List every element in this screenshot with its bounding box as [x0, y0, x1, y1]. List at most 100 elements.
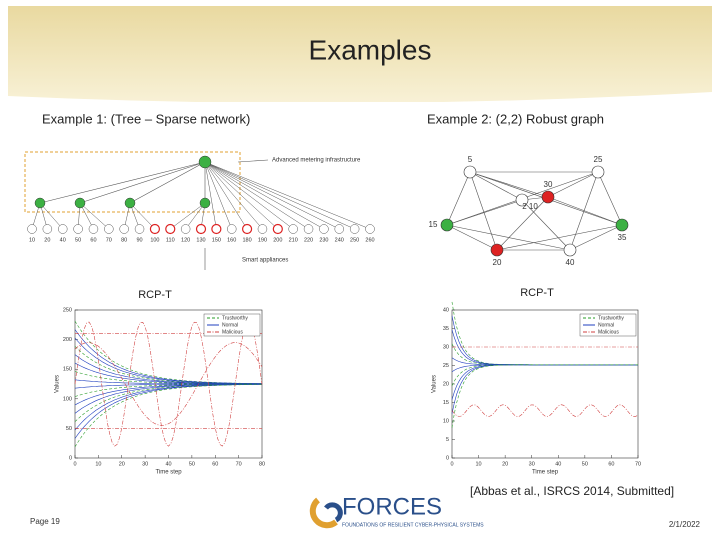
edge — [204, 161, 371, 230]
x-tick-label: 70 — [236, 461, 242, 467]
y-tick-label: 10 — [443, 418, 449, 424]
edge — [204, 161, 232, 230]
y-tick-label: 100 — [63, 396, 72, 402]
node-label: 50 — [75, 237, 81, 243]
header-curve — [8, 92, 712, 104]
node — [34, 197, 46, 209]
node — [349, 224, 360, 234]
node — [165, 223, 176, 235]
legend-label: Trustworthy — [222, 315, 248, 321]
y-tick-label: 30 — [443, 344, 449, 350]
plot-caption: RCP-T — [520, 287, 554, 299]
x-tick-label: 60 — [212, 461, 218, 467]
edge — [185, 202, 206, 230]
x-tick-label: 70 — [635, 461, 641, 467]
x-tick-label: 30 — [142, 461, 148, 467]
node-label: 230 — [319, 237, 328, 243]
trajectory — [74, 384, 263, 448]
node-label: 15 — [429, 220, 438, 229]
legend-label: Malicious — [598, 329, 619, 335]
pointer — [237, 159, 269, 163]
node-label: 25 — [594, 155, 603, 164]
y-tick-label: 250 — [63, 307, 72, 313]
logo-tagline: FOUNDATIONS OF RESILIENT CYBER-PHYSICAL … — [342, 522, 484, 528]
edge — [129, 161, 206, 204]
node-label: 190 — [258, 237, 267, 243]
trajectory — [74, 321, 263, 447]
node — [334, 224, 345, 234]
edge — [597, 171, 623, 226]
node — [541, 190, 555, 204]
y-axis-label: Values — [55, 375, 61, 393]
node-label: 40 — [566, 258, 575, 267]
node-label: 160 — [227, 237, 236, 243]
y-tick-label: 0 — [446, 455, 449, 461]
y-tick-label: 15 — [443, 400, 449, 406]
y-tick-label: 5 — [446, 437, 449, 443]
legend-label: Malicious — [222, 329, 243, 335]
node-label: 150 — [212, 237, 221, 243]
node — [563, 243, 577, 257]
node-label: 5 — [468, 155, 473, 164]
x-tick-label: 20 — [119, 461, 125, 467]
trajectory — [74, 384, 262, 422]
node — [615, 218, 629, 232]
edge — [170, 202, 206, 230]
x-tick-label: 40 — [165, 461, 171, 467]
node — [88, 224, 99, 234]
edge — [569, 224, 623, 251]
edge — [496, 224, 623, 251]
node — [73, 224, 83, 234]
edge — [39, 202, 63, 230]
node-label: 180 — [242, 237, 251, 243]
edge — [469, 171, 498, 251]
edge — [204, 161, 309, 230]
node — [195, 223, 207, 235]
node — [199, 197, 211, 209]
legend-box — [203, 313, 261, 337]
header-band — [8, 6, 712, 102]
node — [211, 223, 222, 235]
y-tick-label: 40 — [443, 307, 449, 313]
annotation: Smart appliances — [242, 258, 288, 264]
edge — [204, 161, 248, 230]
y-tick-label: 20 — [443, 381, 449, 387]
node-label: 80 — [121, 237, 127, 243]
x-tick-label: 10 — [95, 461, 101, 467]
edge — [446, 171, 471, 226]
plot-caption: RCP-T — [138, 289, 172, 301]
legend-label: Normal — [222, 322, 238, 328]
y-tick-label: 50 — [66, 426, 72, 432]
example-heading: Example 2: (2,2) Robust graph — [427, 111, 604, 126]
tree-diagram: 10 20 40 50 60 70 80 90 100 110 120 130 150 160 180 190… — [27, 155, 375, 270]
edge — [446, 224, 498, 251]
node-label: 260 — [365, 237, 374, 243]
x-tick-label: 0 — [73, 461, 76, 467]
node — [119, 224, 129, 234]
trajectory — [451, 364, 638, 428]
x-tick-label: 80 — [259, 461, 265, 467]
node — [104, 224, 114, 234]
y-axis-label: Values — [432, 375, 438, 393]
node — [57, 224, 68, 234]
node-label: 250 — [350, 237, 359, 243]
x-tick-label: 50 — [189, 461, 195, 467]
node-label: 40 — [60, 237, 66, 243]
citation: [Abbas et al., ISRCS 2014, Submitted] — [470, 484, 674, 498]
x-tick-label: 60 — [608, 461, 614, 467]
y-tick-label: 25 — [443, 363, 449, 369]
node-label: 20 — [493, 258, 502, 267]
node-label: 210 — [289, 237, 298, 243]
node — [319, 224, 329, 234]
edge — [39, 161, 206, 204]
example-heading: Example 1: (Tree – Sparse network) — [42, 111, 250, 126]
page-number: Page 19 — [30, 517, 60, 526]
node — [303, 224, 314, 234]
edge — [469, 171, 523, 201]
edge — [204, 161, 355, 230]
node-label: 130 — [196, 237, 205, 243]
edge — [547, 171, 599, 198]
node — [124, 197, 136, 209]
node — [490, 243, 504, 257]
